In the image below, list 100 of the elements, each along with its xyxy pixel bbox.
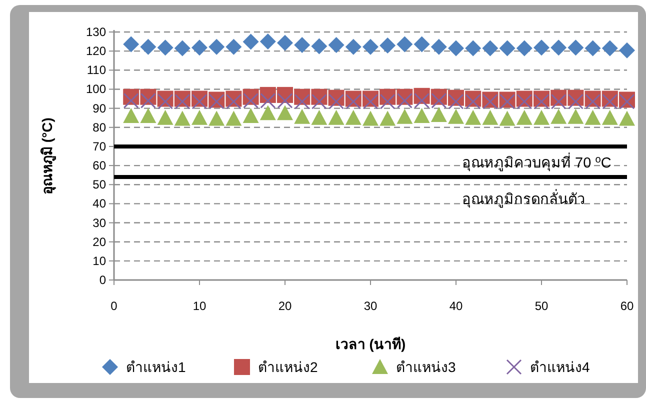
point <box>516 40 532 56</box>
point <box>346 94 362 110</box>
point <box>482 110 498 125</box>
point <box>226 110 242 126</box>
x-tick-label: 10 <box>192 299 206 313</box>
point <box>345 38 362 55</box>
y-tick-label: 60 <box>92 158 106 173</box>
x-tick-label: 40 <box>449 299 463 313</box>
x-tick-label: 60 <box>620 299 634 313</box>
point <box>568 40 584 56</box>
point <box>242 34 259 50</box>
point <box>140 92 156 108</box>
point <box>414 108 430 123</box>
point <box>619 110 635 126</box>
point <box>430 106 447 122</box>
point <box>534 94 550 110</box>
point <box>140 108 156 123</box>
point <box>602 110 618 125</box>
point <box>516 110 532 125</box>
y-axis-title: อุณหภูมิ (°C) <box>39 118 56 194</box>
y-tick-label: 10 <box>92 254 106 268</box>
legend-label: ตำแหน่ง4 <box>530 359 590 375</box>
point <box>311 94 327 110</box>
point <box>243 92 259 108</box>
point <box>430 38 447 55</box>
point <box>123 108 140 123</box>
point <box>534 110 550 125</box>
point <box>123 36 140 52</box>
point <box>602 40 618 56</box>
point <box>174 40 190 56</box>
point <box>294 36 310 53</box>
point <box>294 108 310 124</box>
point <box>208 38 225 55</box>
point <box>380 38 396 54</box>
x-tick-label: 30 <box>364 299 378 313</box>
y-tick-label: 130 <box>86 25 106 39</box>
point <box>465 94 481 110</box>
point <box>311 110 328 125</box>
legend-label: ตำแหน่ง2 <box>258 359 318 375</box>
point <box>584 40 601 56</box>
point <box>157 110 174 125</box>
point <box>619 42 635 58</box>
y-tick-label: 40 <box>92 196 106 211</box>
point <box>584 110 601 125</box>
point <box>208 110 225 126</box>
point <box>550 108 567 124</box>
y-tick-label: 90 <box>92 101 106 116</box>
y-tick-label: 30 <box>92 216 106 230</box>
point <box>482 40 498 56</box>
point <box>414 36 430 52</box>
point <box>226 38 242 55</box>
point <box>260 34 276 50</box>
x-tick-label: 50 <box>534 299 548 313</box>
point <box>414 92 430 108</box>
point <box>260 92 276 108</box>
ref-line-label: อุณหภูมิกรดกลั่นตัว <box>462 188 585 208</box>
y-tick-label: 120 <box>86 44 106 58</box>
legend-label: ตำแหน่ง3 <box>396 359 456 375</box>
point <box>260 105 276 120</box>
y-tick-label: 80 <box>92 120 106 134</box>
point <box>362 110 378 126</box>
x-axis-title: เวลา (นาที) <box>335 336 406 352</box>
point <box>585 94 601 110</box>
point <box>550 40 567 56</box>
point <box>123 92 139 108</box>
y-tick-label: 110 <box>86 63 106 78</box>
point <box>277 105 293 120</box>
legend-label: ตำแหน่ง1 <box>126 359 186 375</box>
point <box>448 40 464 56</box>
point <box>568 108 584 124</box>
point <box>294 94 310 110</box>
point <box>362 38 378 55</box>
y-tick-label: 50 <box>92 178 106 192</box>
point <box>431 92 447 108</box>
y-tick-label: 70 <box>92 139 106 154</box>
point <box>380 94 396 110</box>
point <box>550 94 566 110</box>
point <box>396 108 413 124</box>
point <box>328 110 344 125</box>
point <box>311 38 328 54</box>
point <box>448 94 464 110</box>
point <box>192 110 208 125</box>
point <box>192 94 208 110</box>
point <box>174 110 190 126</box>
y-tick-label: 20 <box>92 234 106 249</box>
point <box>140 38 156 55</box>
point <box>226 94 242 110</box>
y-tick-label: 100 <box>86 82 106 96</box>
point <box>328 36 344 53</box>
point <box>396 92 412 108</box>
point <box>345 110 362 125</box>
point <box>448 108 464 124</box>
point <box>380 110 396 126</box>
point <box>534 40 550 56</box>
point <box>174 94 190 110</box>
point <box>568 94 584 110</box>
point <box>242 108 259 123</box>
point <box>328 94 344 110</box>
ref-line-label: อุณหภูมิควบคุมที่ 70 $^{o}$C <box>462 152 612 172</box>
point <box>277 34 293 51</box>
